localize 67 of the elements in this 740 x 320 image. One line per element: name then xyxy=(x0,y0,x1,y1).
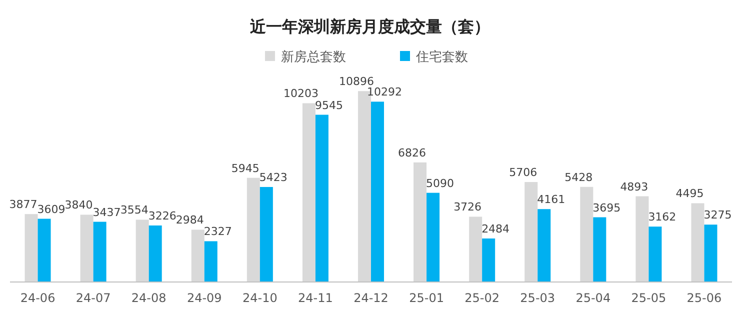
bar xyxy=(482,238,496,282)
data-label: 5706 xyxy=(509,166,538,180)
bar xyxy=(246,178,260,282)
bar xyxy=(302,103,316,282)
x-tick-label: 25-04 xyxy=(576,291,611,305)
bar xyxy=(260,186,273,282)
data-label: 5428 xyxy=(564,170,593,184)
data-label: 4161 xyxy=(537,193,566,206)
data-label: 6826 xyxy=(398,146,426,160)
x-tick-label: 24-10 xyxy=(242,291,278,305)
data-label: 5423 xyxy=(259,170,288,184)
data-label: 3226 xyxy=(148,209,176,222)
chart-title: 近一年深圳新房月度成交量（套） xyxy=(249,17,490,36)
bar xyxy=(538,209,551,282)
data-label: 9545 xyxy=(314,98,343,112)
x-tick-label: 24-07 xyxy=(76,291,111,305)
bar xyxy=(580,186,594,282)
legend-label: 住宅套数 xyxy=(415,49,468,65)
bar xyxy=(469,216,482,282)
x-tick-label: 24-12 xyxy=(354,291,388,305)
data-label: 5945 xyxy=(231,162,260,175)
x-tick-label: 25-01 xyxy=(409,291,444,305)
x-tick-label: 24-06 xyxy=(20,291,56,305)
data-label: 2984 xyxy=(176,214,204,227)
x-tick-label: 24-08 xyxy=(131,291,166,305)
data-label: 2484 xyxy=(482,222,510,236)
data-label: 4893 xyxy=(620,180,648,194)
data-label: 10203 xyxy=(283,87,318,100)
x-tick-label: 24-09 xyxy=(186,291,222,305)
bar xyxy=(38,218,51,282)
data-label: 3162 xyxy=(648,210,676,224)
x-tick-label: 25-06 xyxy=(686,291,722,305)
data-label: 10292 xyxy=(367,86,402,99)
data-label: 3840 xyxy=(64,198,93,212)
data-label: 3695 xyxy=(592,201,621,214)
bar xyxy=(648,226,662,282)
x-tick-label: 25-05 xyxy=(631,291,666,305)
data-label: 3554 xyxy=(120,204,148,217)
bar xyxy=(191,230,204,282)
data-label: 10896 xyxy=(339,75,374,88)
bar xyxy=(315,114,328,282)
data-label: 3437 xyxy=(92,206,121,219)
data-label: 5090 xyxy=(426,176,454,190)
data-label: 3275 xyxy=(704,208,732,222)
bar xyxy=(426,192,440,282)
bar xyxy=(24,214,38,282)
x-tick-label: 25-02 xyxy=(464,291,500,305)
bar xyxy=(704,224,718,282)
x-tick-label: 24-11 xyxy=(298,291,333,305)
bar xyxy=(136,220,149,282)
bar xyxy=(371,102,384,282)
data-label: 3877 xyxy=(9,198,38,212)
data-label: 4495 xyxy=(676,187,704,200)
legend-label: 新房总套数 xyxy=(281,49,346,65)
bar xyxy=(636,196,649,282)
bar xyxy=(414,162,427,282)
bar xyxy=(93,222,106,282)
bar xyxy=(524,182,538,282)
bar xyxy=(148,225,162,282)
bar xyxy=(691,203,704,282)
data-label: 2327 xyxy=(204,225,232,238)
data-label: 3609 xyxy=(37,202,66,216)
data-label: 3726 xyxy=(454,200,482,214)
x-tick-label: 25-03 xyxy=(520,291,556,305)
bar xyxy=(80,214,94,282)
bar xyxy=(593,217,606,282)
bar xyxy=(204,241,218,282)
